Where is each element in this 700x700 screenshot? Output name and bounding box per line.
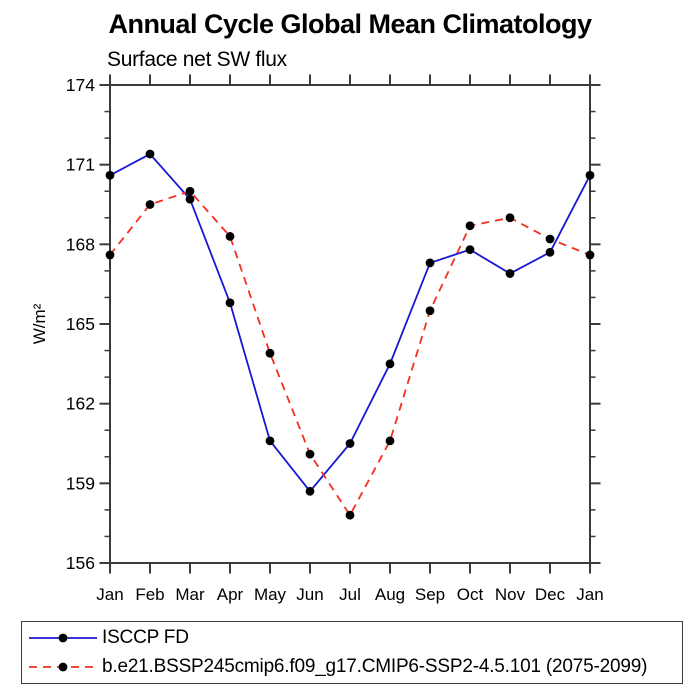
data-point-marker-s0 xyxy=(185,194,195,204)
legend-label-model: b.e21.BSSP245cmip6.f09_g17.CMIP6-SSP2-4.… xyxy=(102,656,648,677)
data-point-marker-s1 xyxy=(545,234,555,244)
data-point-marker-s1 xyxy=(225,231,235,241)
y-tick-label: 156 xyxy=(66,553,95,573)
x-tick-label: Dec xyxy=(535,585,566,604)
y-tick-label: 174 xyxy=(66,75,95,95)
data-point-marker-s0 xyxy=(465,245,475,255)
data-point-marker-s1 xyxy=(505,213,515,223)
data-point-marker-s0 xyxy=(505,269,515,278)
y-tick-label: 168 xyxy=(66,234,95,254)
data-point-marker-s0 xyxy=(265,436,275,446)
annual-cycle-plot: 156 159 162 165 168 171 174 Jan Feb Mar Apr May Jun J… xyxy=(66,74,604,604)
data-point-marker-s0 xyxy=(145,149,155,159)
data-point-marker-s1 xyxy=(585,250,595,260)
data-point-marker-s1 xyxy=(345,510,355,520)
legend-label-isccp-fd: ISCCP FD xyxy=(102,627,189,648)
data-point-marker-s0 xyxy=(305,486,315,496)
legend-item-isccp-fd: ISCCP FD xyxy=(22,625,682,652)
x-tick-label: Feb xyxy=(135,585,164,604)
y-tick-label: 159 xyxy=(66,473,95,493)
data-point-marker-s1 xyxy=(265,348,275,358)
x-tick-label: Mar xyxy=(175,585,205,604)
chart-title: Annual Cycle Global Mean Climatology xyxy=(108,9,592,39)
chart-subtitle: Surface net SW flux xyxy=(107,48,287,71)
plot-frame xyxy=(109,84,591,564)
data-point-marker-s1 xyxy=(385,436,395,446)
x-tick-label: Jan xyxy=(96,585,123,604)
x-tick-label: Jun xyxy=(296,585,323,604)
x-tick-label: Aug xyxy=(375,585,405,604)
data-point-marker-s0 xyxy=(425,258,435,268)
x-tick-label: Apr xyxy=(217,585,244,604)
data-point-marker-s0 xyxy=(225,298,235,308)
data-point-marker-s1 xyxy=(425,306,435,316)
data-point-marker-s1 xyxy=(305,449,315,459)
legend-swatch-model xyxy=(29,662,97,672)
series-line-1 xyxy=(109,190,591,517)
legend-marker-sample xyxy=(58,633,68,643)
legend-swatch-isccp-fd xyxy=(29,633,97,643)
legend-item-model: b.e21.BSSP245cmip6.f09_g17.CMIP6-SSP2-4.… xyxy=(22,654,682,681)
y-tick-label: 165 xyxy=(66,314,95,334)
x-tick-label: Nov xyxy=(495,585,526,604)
data-point-marker-s1 xyxy=(145,200,155,209)
data-point-marker-s1 xyxy=(465,221,475,231)
x-tick-label: May xyxy=(254,585,287,604)
data-point-marker-s0 xyxy=(345,439,355,448)
data-point-marker-s1 xyxy=(105,250,115,260)
legend-marker-sample xyxy=(58,662,68,672)
y-tick-label: 171 xyxy=(66,155,95,175)
data-point-marker-s1 xyxy=(185,186,195,196)
legend: ISCCP FD b.e21.BSSP245cmip6.f09_g17.CMIP… xyxy=(21,621,683,684)
data-point-marker-s0 xyxy=(585,170,595,180)
x-tick-label: Jul xyxy=(339,585,361,604)
data-point-marker-s0 xyxy=(385,359,395,369)
x-tick-label: Oct xyxy=(457,585,484,604)
y-tick-label: 162 xyxy=(66,394,95,414)
x-tick-label: Sep xyxy=(415,585,445,604)
data-point-marker-s0 xyxy=(105,170,115,180)
x-tick-label: Jan xyxy=(576,585,603,604)
data-point-marker-s0 xyxy=(545,247,555,257)
